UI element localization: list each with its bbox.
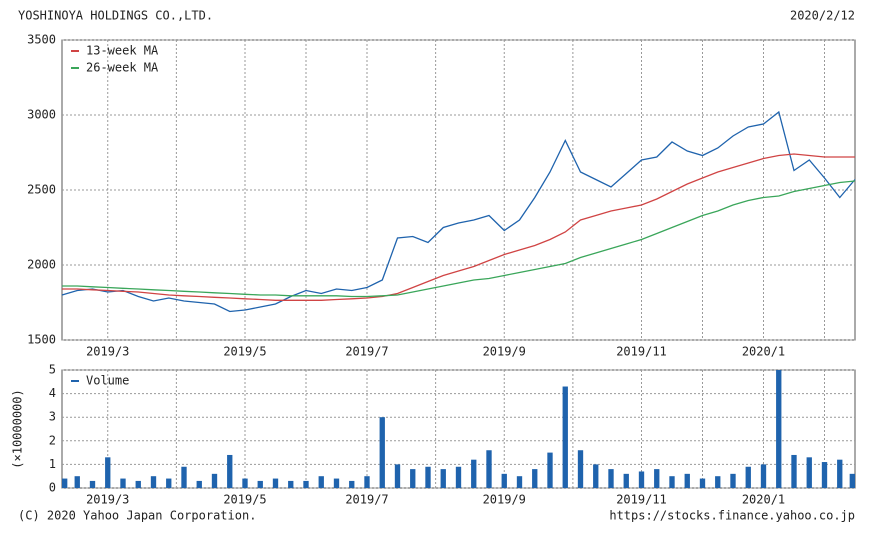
y-tick-label: 2 [49,433,56,447]
volume-bar [242,478,248,488]
y-axis-label: (×10000000) [11,389,25,468]
volume-bar [333,478,340,488]
price-line [62,153,855,301]
x-tick-label: 2019/7 [345,493,388,507]
volume-bar [577,450,584,488]
x-tick-label: 2020/1 [742,345,785,359]
volume-bar [837,459,843,488]
x-tick-label: 2019/9 [483,493,526,507]
copyright: (C) 2020 Yahoo Japan Corporation. [18,509,256,523]
volume-bar [394,464,401,488]
y-tick-label: 0 [49,481,56,495]
volume-bar [669,476,675,488]
volume-bar [150,476,157,488]
y-tick-label: 5 [49,363,56,377]
volume-bar [303,480,309,488]
volume-bar [562,386,568,488]
volume-bar [471,459,477,488]
volume-bar [272,478,279,488]
company-title: YOSHINOYA HOLDINGS CO.,LTD. [18,9,213,23]
y-tick-label: 2000 [27,258,56,272]
y-tick-label: 4 [49,386,56,400]
source-url: https://stocks.finance.yahoo.co.jp [609,509,855,523]
y-tick-label: 3500 [27,33,56,47]
volume-bar [89,480,96,488]
x-tick-label: 2020/1 [742,493,785,507]
volume-bar [776,370,782,488]
x-tick-label: 2019/5 [223,345,266,359]
volume-bar [211,473,218,488]
volume-bar [257,480,263,488]
volume-bar [745,466,751,488]
volume-bar [608,469,614,488]
volume-bar [455,466,462,488]
x-tick-label: 2019/11 [616,493,667,507]
volume-bar [654,469,660,488]
volume-bar [623,473,629,488]
volume-bar [120,478,126,488]
volume-bar [699,478,706,488]
y-tick-label: 1500 [27,333,56,347]
legend-label: 26-week MA [86,61,159,75]
volume-bar [181,466,187,488]
volume-bar [806,457,812,488]
x-tick-label: 2019/11 [616,345,667,359]
x-tick-label: 2019/9 [483,345,526,359]
volume-bar [821,462,828,488]
volume-bar [227,454,233,488]
volume-bar [166,478,172,488]
volume-bar [684,473,690,488]
x-tick-label: 2019/3 [86,493,129,507]
volume-bar [349,480,355,488]
volume-bar [547,452,553,488]
volume-bar [105,457,111,488]
volume-bar [849,473,855,488]
y-tick-label: 1 [49,457,56,471]
y-tick-label: 2500 [27,183,56,197]
volume-bar [501,473,507,488]
volume-bar [486,450,492,488]
legend-label: 13-week MA [86,44,159,58]
volume-bar [425,466,431,488]
volume-bar [532,469,538,488]
legend-label: Volume [86,374,129,388]
volume-bar [196,480,202,488]
volume-bar [74,476,80,488]
volume-bar [516,476,523,488]
price-line [62,180,856,298]
volume-bar [730,473,736,488]
volume-bar [379,417,385,488]
volume-bar [410,469,416,488]
price-line [61,110,856,313]
volume-bar [593,464,599,488]
volume-bar [715,476,721,488]
volume-bar [791,454,797,488]
volume-bar [288,480,294,488]
volume-bar [638,471,645,488]
x-tick-label: 2019/5 [223,493,266,507]
y-tick-label: 3 [49,410,56,424]
volume-bar [62,478,68,488]
volume-bar [318,476,324,488]
volume-bar [135,480,141,488]
chart-date: 2020/2/12 [790,9,855,23]
volume-bar [760,464,767,488]
volume-bar [440,469,446,488]
x-tick-label: 2019/7 [345,345,388,359]
y-tick-label: 3000 [27,108,56,122]
volume-bar [364,476,370,488]
x-tick-label: 2019/3 [86,345,129,359]
